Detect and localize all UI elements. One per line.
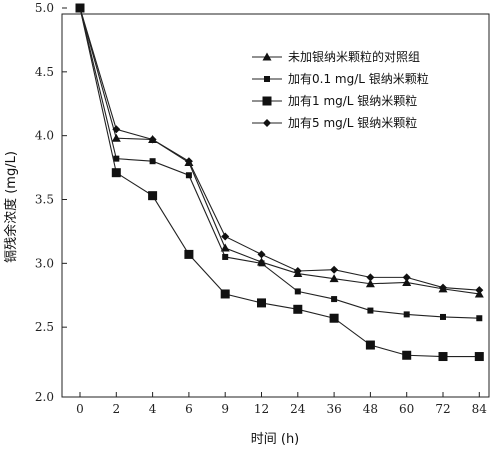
- data-point: [220, 289, 230, 299]
- data-point: [76, 4, 84, 12]
- data-point: [402, 277, 412, 286]
- data-point: [365, 340, 375, 350]
- series-2: [77, 5, 483, 322]
- plot-frame: [61, 13, 490, 398]
- legend-item: 加有1 mg/L 银纳米颗粒: [252, 93, 417, 108]
- y-tick-label: 2.0: [35, 390, 54, 404]
- data-point: [111, 133, 121, 142]
- data-point: [476, 315, 483, 322]
- data-point: [366, 273, 375, 282]
- series-4: [76, 4, 484, 295]
- data-point: [113, 155, 120, 162]
- legend-label: 加有1 mg/L 银纳米颗粒: [288, 93, 417, 108]
- legend-item: 未加银纳米颗粒的对照组: [252, 49, 420, 64]
- legend-marker: [263, 119, 271, 127]
- data-point: [148, 135, 157, 144]
- legend-label: 未加银纳米颗粒的对照组: [288, 49, 420, 64]
- data-point: [148, 191, 158, 201]
- data-point: [439, 283, 447, 292]
- data-point: [330, 265, 339, 274]
- legend-item: 加有0.1 mg/L 银纳米颗粒: [252, 71, 429, 86]
- x-tick-label: 2: [112, 402, 120, 416]
- data-point: [222, 253, 229, 260]
- series-line: [79, 7, 480, 295]
- x-tick-label: 36: [326, 402, 341, 416]
- series-1: [75, 3, 484, 298]
- series-line: [79, 7, 480, 358]
- series-line: [79, 7, 480, 319]
- data-point: [402, 273, 411, 282]
- data-point: [257, 298, 266, 308]
- data-point: [221, 232, 230, 241]
- x-tick-label: 84: [472, 402, 488, 416]
- series-line: [79, 7, 480, 291]
- data-point: [331, 296, 338, 303]
- x-tick-label: 4: [149, 402, 157, 416]
- x-axis-title: 时间 (h): [251, 432, 300, 447]
- x-tick-label: 72: [435, 402, 450, 416]
- data-point: [258, 260, 265, 267]
- x-axis: 0 2 4 6 9 12 24 36 48 60 72 84: [76, 392, 487, 416]
- data-point: [293, 266, 302, 275]
- legend-marker: [262, 52, 272, 61]
- data-point: [111, 168, 121, 178]
- legend-marker: [262, 96, 272, 106]
- data-point: [440, 313, 446, 320]
- data-point: [438, 352, 448, 362]
- data-point: [403, 311, 410, 318]
- data-point: [294, 288, 301, 295]
- y-tick-label: 4.0: [35, 129, 54, 143]
- x-tick-label: 12: [254, 402, 269, 416]
- x-tick-label: 0: [76, 402, 84, 416]
- x-tick-label: 48: [363, 402, 378, 416]
- series-layer: [75, 3, 484, 362]
- data-point: [329, 274, 339, 283]
- legend-label: 加有0.1 mg/L 银纳米颗粒: [288, 71, 429, 86]
- x-tick-label: 24: [290, 402, 306, 416]
- data-point: [402, 350, 412, 360]
- data-point: [220, 243, 230, 252]
- y-tick-label: 3.5: [35, 193, 54, 207]
- data-point: [184, 249, 194, 259]
- y-tick-label: 4.5: [35, 65, 54, 79]
- data-point: [184, 157, 193, 166]
- data-point: [293, 304, 303, 314]
- data-point: [329, 313, 339, 323]
- y-tick-label: 5.0: [35, 1, 54, 15]
- y-tick-label: 3.0: [35, 256, 54, 270]
- data-point: [112, 125, 121, 134]
- data-point: [257, 250, 266, 259]
- x-tick-label: 6: [185, 402, 193, 416]
- y-axis-title: 镉残余浓度 (mg/L): [3, 151, 19, 263]
- data-point: [474, 352, 484, 362]
- x-tick-label: 60: [399, 402, 414, 416]
- legend-marker: [264, 76, 270, 82]
- series-3: [75, 3, 484, 362]
- y-tick-label: 2.5: [35, 320, 54, 334]
- data-point: [367, 307, 374, 314]
- y-axis: 2.0 2.5 3.0 3.5 4.0 4.5 5.0: [35, 1, 67, 404]
- data-point: [149, 158, 156, 165]
- data-point: [185, 172, 192, 179]
- legend-label: 加有5 mg/L 银纳米颗粒: [288, 115, 417, 130]
- x-tick-label: 9: [221, 402, 229, 416]
- legend-item: 加有5 mg/L 银纳米颗粒: [252, 115, 417, 130]
- data-point: [365, 279, 375, 288]
- data-point: [475, 286, 484, 295]
